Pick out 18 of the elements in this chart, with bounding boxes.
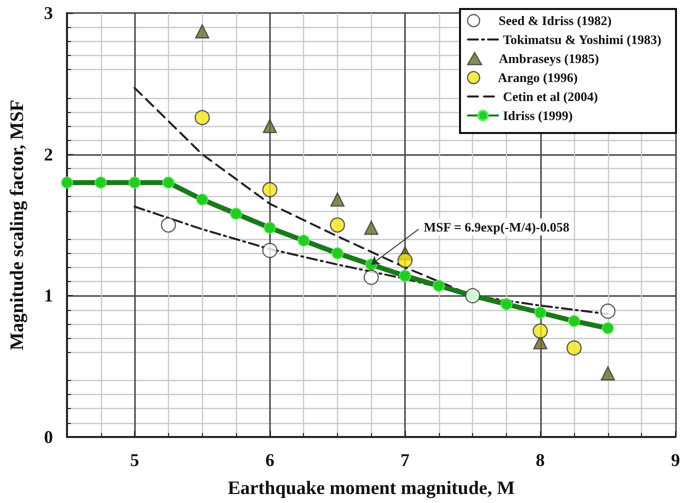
legend-label: Seed & Idriss (1982) [486, 13, 612, 28]
annotation: MSF = 6.9exp(-M/4)-0.058 [424, 219, 570, 234]
y-tick-label: 3 [44, 3, 53, 23]
y-tick-label: 1 [44, 286, 53, 306]
y-tick-label: 0 [44, 427, 53, 447]
legend-label: Tokimatsu & Yoshimi (1983) [503, 32, 662, 47]
x-axis-title: Earthquake moment magnitude, M [228, 478, 515, 499]
legend-label: Idriss (1999) [503, 108, 573, 123]
legend-label: Ambraseys (1985) [486, 51, 599, 66]
x-tick-label: 6 [265, 450, 274, 470]
y-tick-label: 2 [44, 144, 53, 164]
x-tick-label: 5 [130, 450, 140, 470]
y-axis-title: Magnitude scaling factor, MSF [7, 100, 28, 350]
x-tick-label: 9 [671, 450, 680, 470]
legend-label: Cetin et al (2004) [503, 89, 598, 104]
x-tick-label: 7 [400, 450, 410, 470]
x-tick-label: 8 [536, 450, 545, 470]
legend-label: Arango (1996) [486, 70, 578, 86]
